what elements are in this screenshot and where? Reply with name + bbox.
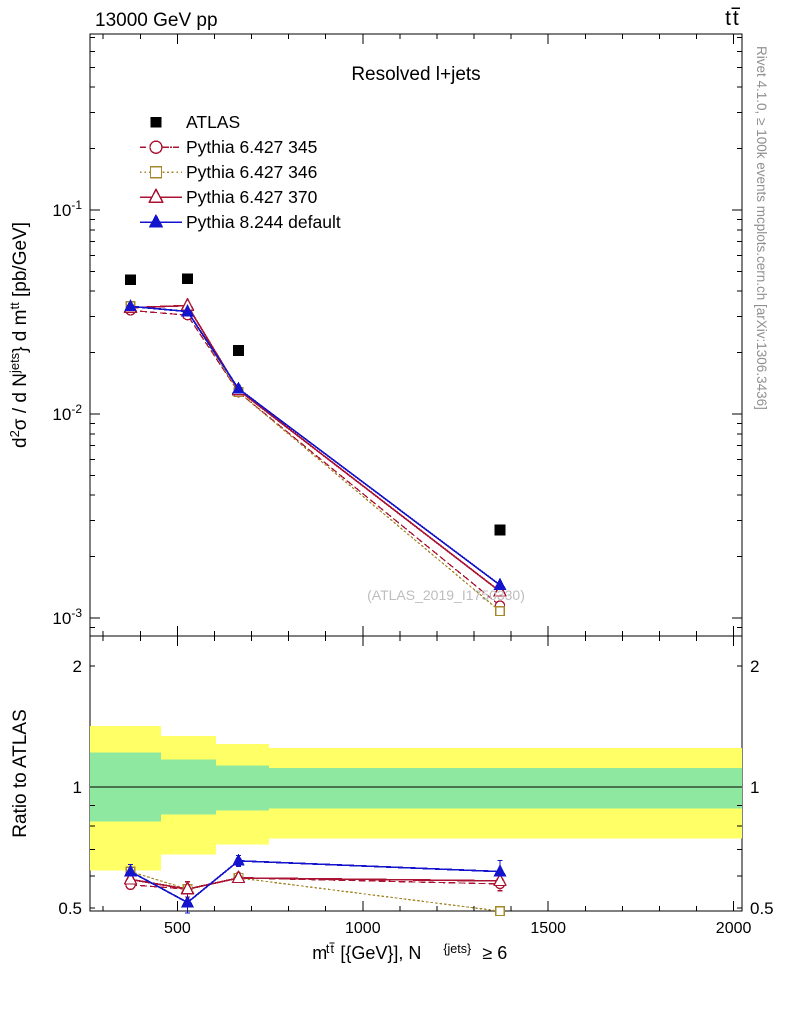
- svg-text:d2σ / d Njets} d mtt [pb/GeV]: d2σ / d Njets} d mtt [pb/GeV]: [7, 222, 31, 448]
- svg-text:0.5: 0.5: [750, 899, 774, 918]
- svg-text:1: 1: [750, 778, 759, 797]
- svg-text:t: t: [330, 942, 334, 956]
- svg-text:ATLAS: ATLAS: [186, 112, 240, 132]
- svg-text:[{GeV}], N: [{GeV}], N: [340, 943, 421, 963]
- svg-text:500: 500: [164, 920, 191, 937]
- svg-text:Pythia 8.244 default: Pythia 8.244 default: [186, 212, 341, 232]
- svg-text:Resolved l+jets: Resolved l+jets: [351, 64, 480, 85]
- svg-text:1000: 1000: [345, 920, 381, 937]
- svg-text:1500: 1500: [530, 920, 566, 937]
- svg-text:Ratio to ATLAS: Ratio to ATLAS: [10, 709, 31, 838]
- svg-text:{jets}: {jets}: [443, 942, 471, 956]
- svg-text:t: t: [733, 7, 739, 30]
- svg-text:2000: 2000: [716, 920, 752, 937]
- svg-text:Pythia 6.427 345: Pythia 6.427 345: [186, 137, 317, 157]
- svg-text:(ATLAS_2019_I1750330): (ATLAS_2019_I1750330): [367, 587, 525, 603]
- svg-text:Pythia 6.427 370: Pythia 6.427 370: [186, 187, 318, 207]
- svg-text:13000 GeV pp: 13000 GeV pp: [95, 10, 218, 31]
- svg-text:Rivet 4.1.0, ≥ 100k events: Rivet 4.1.0, ≥ 100k events mcplots.cern.…: [754, 46, 769, 410]
- svg-text:2: 2: [73, 657, 82, 676]
- svg-text:≥ 6: ≥ 6: [482, 943, 507, 963]
- svg-text:1: 1: [73, 778, 82, 797]
- svg-text:t: t: [326, 942, 330, 956]
- svg-text:t: t: [725, 7, 731, 30]
- svg-text:Pythia 6.427 346: Pythia 6.427 346: [186, 162, 317, 182]
- svg-text:0.5: 0.5: [58, 899, 82, 918]
- svg-text:2: 2: [750, 657, 759, 676]
